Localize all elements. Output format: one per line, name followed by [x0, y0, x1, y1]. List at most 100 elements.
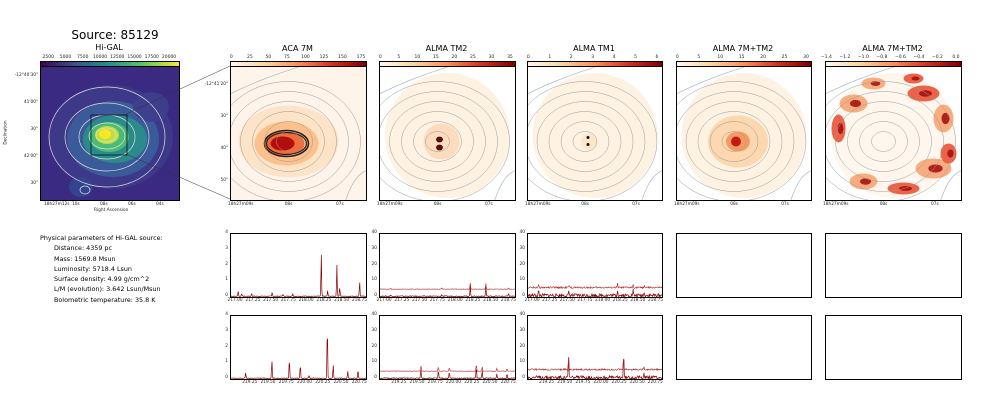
colorbar-tick-label: 0	[378, 55, 382, 60]
spectrum-panel-r0-c3	[676, 233, 812, 298]
zoom-ytick-label: 40"	[220, 146, 228, 151]
zoom-map-4	[676, 66, 812, 201]
spectrum-line	[380, 285, 515, 297]
map-image-5	[826, 67, 961, 200]
contour	[536, 101, 634, 182]
colorbar-tick-label: 5	[397, 55, 401, 60]
spectrum-xtick-label: 219.50	[557, 380, 573, 385]
spectrum-xtick-label: 217.50	[263, 298, 279, 303]
spectrum-ytick-label: 30	[519, 245, 525, 251]
spectrum-ytick-label: 10	[519, 277, 525, 283]
negative-emission	[899, 186, 912, 191]
contour	[572, 131, 598, 152]
spectrum-ytick-label: 20	[371, 261, 377, 267]
colorbar-ticks-5: −1.4 −1.2 −1.0 −0.8 −0.6 −0.4 −0.2 0.0	[821, 55, 960, 61]
compact-core	[436, 136, 443, 143]
colorbar-tick-label: 7500	[77, 55, 89, 60]
spectrum-ytick-label: 3	[225, 245, 228, 251]
zoom-xtick-label: 18h27m09s	[823, 202, 849, 207]
zoom-xtick-label: 07s	[931, 202, 939, 207]
contour	[835, 101, 932, 182]
contour	[847, 111, 920, 172]
colorbar-tick-label: −0.2	[931, 55, 943, 60]
spectrum-ytick-label: 30	[371, 245, 377, 251]
higal-contour	[64, 102, 150, 172]
spectrum-xtick-label: 218.75	[647, 298, 663, 303]
map-image-3	[528, 67, 662, 200]
spectrum-xtick-label: 218.25	[612, 298, 628, 303]
contour	[380, 91, 498, 192]
higal-ylabel: Declination	[3, 120, 9, 145]
colorbar-tick-label: 15	[433, 55, 439, 60]
spectrum-plot	[380, 282, 515, 297]
zoom-xtick-label: 08s	[730, 202, 738, 207]
spectrum-xtick-label: 218.00	[447, 298, 463, 303]
contour	[240, 101, 337, 182]
colorbar-tick-label: 17500	[144, 55, 159, 60]
spectrum-xtick-label: 219.75	[575, 380, 591, 385]
contour	[380, 67, 448, 94]
zoom-xtick-label: 07s	[336, 202, 344, 207]
parameter-luminosity: Luminosity: 5718.4 Lsun	[54, 264, 132, 273]
contour	[677, 67, 745, 94]
contour	[721, 131, 747, 152]
zoom-xtick-label: 08s	[581, 202, 589, 207]
spectrum-panel-r0-c4	[825, 233, 962, 298]
contour	[940, 170, 961, 200]
spectrum-line	[231, 338, 366, 379]
compact-core	[586, 143, 590, 146]
higal-ytick-label: 30"	[30, 127, 38, 132]
spectrum-xtick-label: 220.25	[315, 380, 331, 385]
spectrum-xtick-label: 220.50	[629, 380, 645, 385]
spectrum-ytick-label: 20	[519, 261, 525, 267]
emission	[581, 133, 597, 150]
colorbar-tick-label: 25	[781, 55, 788, 60]
spectrum-xtick-label: 217.25	[542, 298, 558, 303]
map-image-4	[677, 67, 811, 200]
panel-title-4: ALMA 7M+TM2	[712, 44, 774, 53]
parameter-distance: Distance: 4359 pc	[54, 244, 112, 253]
spectrum-ytick-label: 4	[225, 312, 228, 317]
compact-core	[586, 136, 590, 139]
contour	[231, 91, 349, 192]
spectrum-panel-r1-c1	[379, 315, 516, 380]
colorbar-tick-label: 30	[488, 55, 495, 60]
spectrum-xtick-label: 219.25	[242, 380, 258, 385]
colorbar-tick-label: 3	[591, 55, 595, 60]
colorbar-tick-label: 20	[760, 55, 766, 60]
colorbar-tick-label: −0.4	[913, 55, 925, 60]
spectrum-panel-r0-c1	[379, 233, 516, 298]
contour	[528, 91, 646, 192]
higal-contour	[79, 185, 91, 195]
spectrum-ytick-label: 2	[225, 261, 228, 267]
spectrum-plot	[231, 338, 366, 379]
figure-title: Source: 85129	[71, 28, 159, 42]
contour	[231, 81, 361, 200]
spectrum-xtick-label: 219.50	[409, 380, 425, 385]
colorbar-tick-label: 5000	[59, 55, 72, 60]
spectrum-plot	[231, 254, 366, 297]
parameters-header: Physical parameters of Hi-GAL source:	[40, 234, 163, 242]
spectrum-ytick-label: 40	[371, 230, 377, 235]
colorbar-tick-label: 100	[301, 55, 310, 60]
colorbar-tick-label: −1.4	[820, 55, 832, 60]
zoom-xtick-label: 08s	[879, 202, 888, 207]
spectrum-ytick-label: 20	[371, 343, 377, 349]
spectrum-xtick-label: 218.00	[298, 298, 314, 303]
spectrum-line	[380, 369, 515, 379]
spectrum-panel-r1-c3	[676, 315, 812, 380]
colorbar-tick-label: −1.2	[839, 55, 851, 60]
colorbar-tick-label: 0	[229, 55, 233, 60]
colorbar-ticks-1: 0 25 50 75 100 125 150 175	[230, 55, 365, 61]
contour	[790, 170, 811, 200]
zoom-xtick-label: 07s	[485, 202, 493, 207]
colorbar-tick-label: 15	[738, 55, 745, 60]
zoom-xtick-label: 18h27m09s	[674, 202, 700, 207]
higal-xtick-label: 04s	[156, 202, 164, 207]
parameter-mass: Mass: 1569.8 Msun	[54, 254, 116, 263]
spectrum-xtick-label: 220.75	[647, 380, 663, 385]
spectrum-xtick-label: 217.75	[577, 298, 593, 303]
parameter-bolometric-temperature: Bolometric temperature: 35.8 K	[54, 295, 156, 304]
spectrum-xtick-label: 217.50	[412, 298, 428, 303]
zoom-ytick-label: -12°41'20"	[204, 82, 228, 87]
